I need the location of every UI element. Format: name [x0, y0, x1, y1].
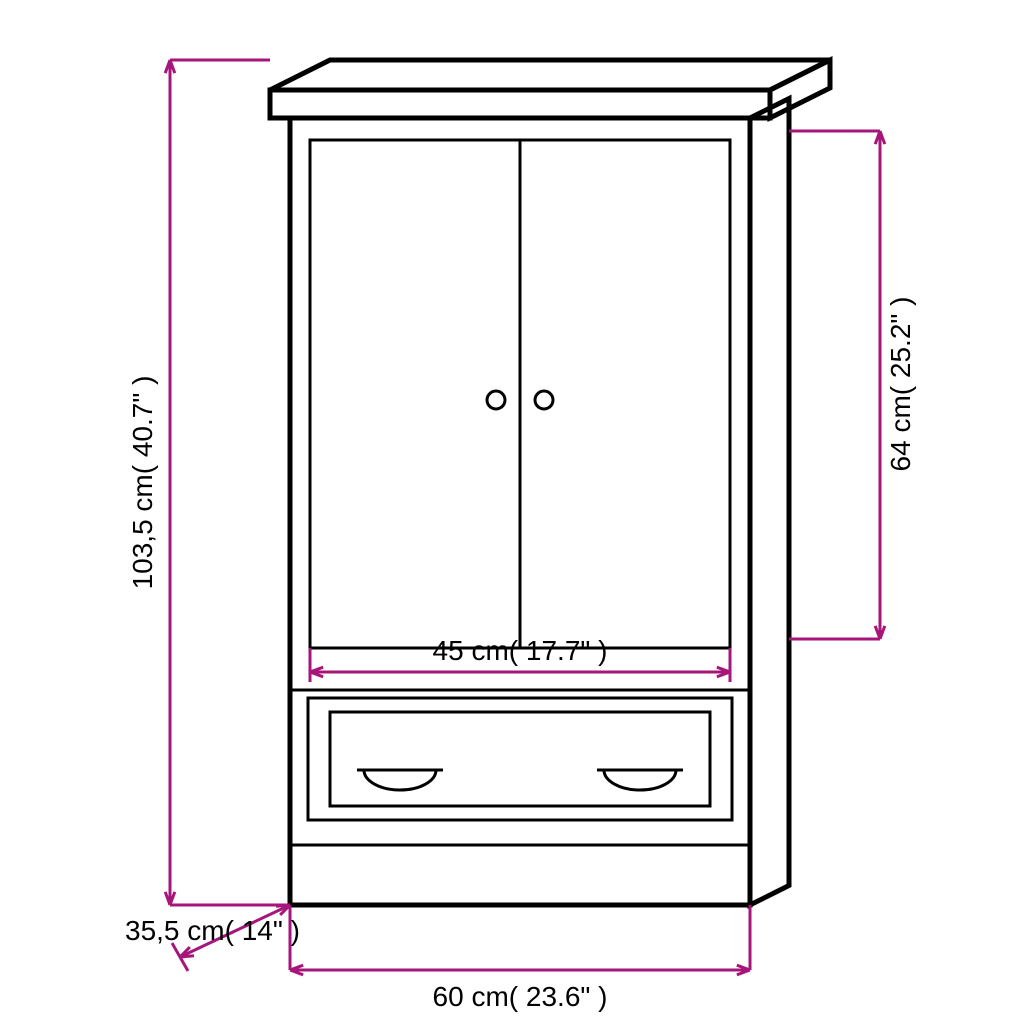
drawer-handle-left [364, 770, 436, 790]
door-knob-right [535, 391, 553, 409]
label-depth: 35,5 cm( 14" ) [125, 915, 300, 946]
dim-door-height [875, 131, 885, 639]
top-panel-front [270, 90, 770, 118]
top-panel-top [270, 60, 830, 90]
body-side [750, 99, 789, 906]
label-door-height: 64 cm( 25.2" ) [885, 297, 916, 472]
drawer-outer [308, 698, 732, 820]
label-total-width: 60 cm( 23.6" ) [433, 981, 608, 1012]
label-inner-width: 45 cm( 17.7" ) [433, 635, 608, 666]
dim-total-width [290, 965, 750, 975]
drawer-handle-right [604, 770, 676, 790]
dim-total-height [165, 60, 175, 905]
label-total-height: 103,5 cm( 40.7" ) [127, 376, 158, 590]
dim-inner-width [310, 667, 730, 677]
drawer-inner [330, 712, 710, 806]
top-panel-side [770, 60, 830, 118]
door-knob-left [487, 391, 505, 409]
